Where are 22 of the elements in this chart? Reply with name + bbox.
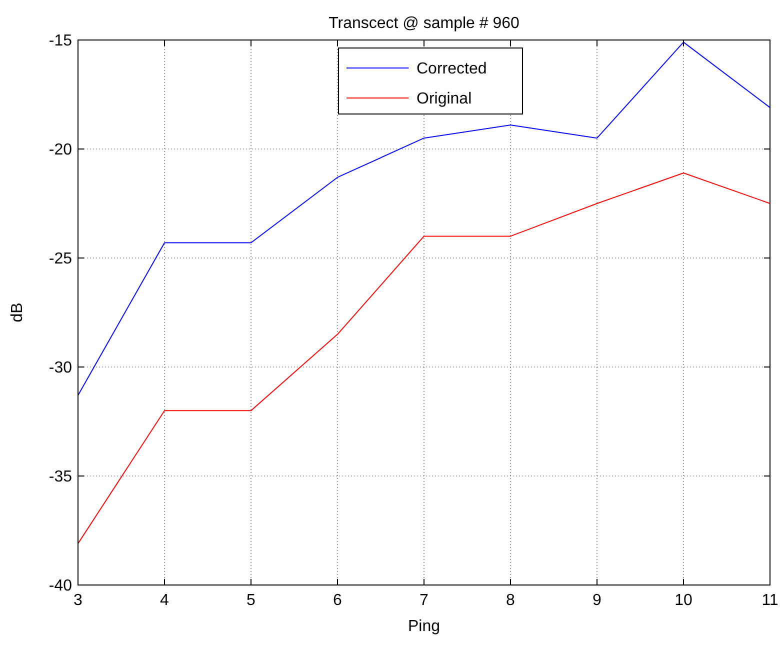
x-tick-label: 6 [333,592,342,609]
y-tick-label: -25 [48,250,72,268]
legend-label: Original [416,90,472,108]
x-tick-label: 3 [74,592,83,609]
y-tick-label: -30 [48,360,72,377]
x-tick-label: 10 [674,592,692,609]
x-tick-label: 11 [762,592,778,609]
y-axis-title: dB [9,302,26,322]
legend-label: Corrected [416,60,487,78]
x-tick-label: 7 [420,592,429,609]
y-tick-label: -40 [48,578,72,595]
y-tick-label: -35 [48,468,72,486]
x-tick-label: 5 [246,592,256,609]
y-tick-label: -15 [48,32,72,50]
x-tick-label: 8 [506,592,516,609]
x-tick-label: 4 [160,592,170,609]
y-tick-label: -20 [48,142,72,159]
line-series [78,172,770,544]
chart-title: Transcect @ sample # 960 [328,15,520,32]
x-axis-title: Ping [408,618,440,635]
line-series [78,42,770,396]
x-tick-label: 9 [592,592,602,609]
